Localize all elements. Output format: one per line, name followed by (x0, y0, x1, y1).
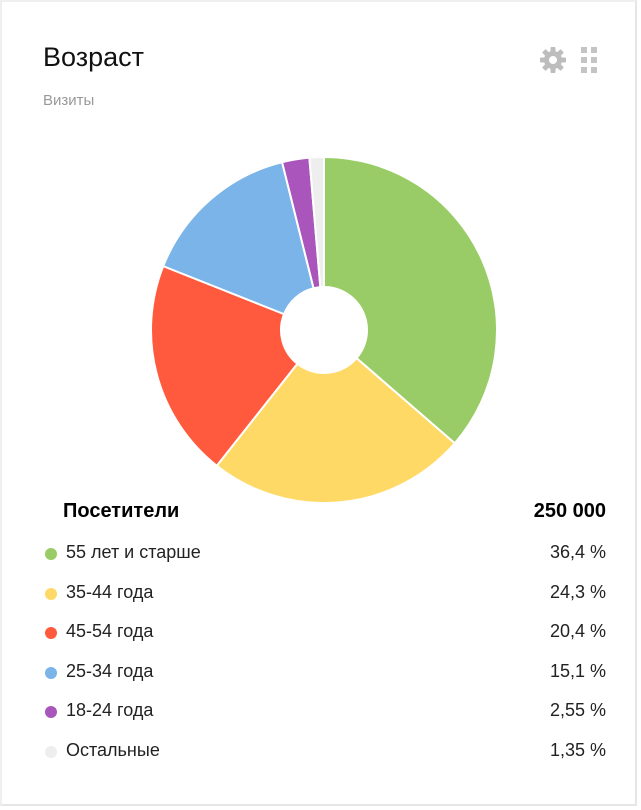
legend-label: 45-54 года (66, 621, 154, 642)
pie-slice-2[interactable] (150, 264, 299, 468)
legend-label: 55 лет и старше (66, 542, 201, 562)
legend-percent: 15,1 % (549, 660, 606, 681)
legend-dot (45, 666, 57, 679)
legend-percent: 1,35 % (549, 739, 606, 760)
visitors-summary-row: Посетители 250 000 (63, 500, 606, 528)
legend-percent: 2,55 % (549, 700, 606, 721)
visitors-label: Посетители (63, 500, 180, 522)
widget-subtitle: Визиты (43, 92, 95, 109)
legend-item[interactable]: 45-54 года 20,4 % (43, 614, 606, 654)
legend-dot (45, 548, 57, 560)
chart-legend: 55 лет и старше 36,4 % 35-44 года 24,3 % 45-… (43, 535, 606, 773)
legend-label: 18-24 года (66, 700, 154, 721)
gear-icon[interactable] (539, 46, 567, 79)
legend-percent: 36,4 % (549, 542, 606, 562)
legend-dot (45, 706, 57, 719)
legend-percent: 24,3 % (549, 581, 606, 602)
legend-item[interactable]: 18-24 года 2,55 % (43, 693, 606, 733)
legend-item[interactable]: 35-44 года 24,3 % (43, 575, 606, 615)
widget-toolbar (539, 46, 599, 79)
drag-grid-icon[interactable] (581, 47, 599, 78)
legend-label: 25-34 года (66, 660, 154, 681)
pie-slice-5[interactable] (308, 155, 325, 289)
pie-slice-0[interactable] (323, 155, 498, 445)
legend-dot (45, 627, 57, 640)
widget-title: Возраст (43, 42, 144, 72)
legend-dot (45, 745, 57, 758)
legend-item[interactable]: 25-34 года 15,1 % (43, 654, 606, 694)
pie-slice-3[interactable] (161, 160, 315, 316)
legend-item[interactable]: 55 лет и старше 36,4 % (43, 535, 606, 575)
legend-label: 35-44 года (66, 581, 154, 602)
pie-slice-1[interactable] (215, 356, 457, 502)
visitors-total: 250 000 (533, 500, 606, 522)
legend-percent: 20,4 % (549, 621, 606, 642)
legend-item[interactable]: Остальные 1,35 % (43, 733, 606, 773)
legend-label: Остальные (66, 739, 160, 760)
legend-dot (45, 587, 57, 600)
age-donut-chart (150, 155, 498, 502)
